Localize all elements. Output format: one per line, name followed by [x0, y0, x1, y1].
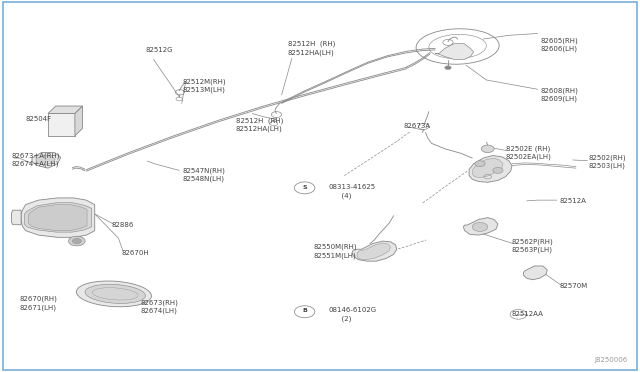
Text: 82502(RH)
82503(LH): 82502(RH) 82503(LH) — [589, 154, 627, 169]
Text: 82547N(RH)
82548N(LH): 82547N(RH) 82548N(LH) — [182, 167, 225, 182]
Circle shape — [475, 161, 485, 167]
Text: 82673+A(RH)
82674+A(LH): 82673+A(RH) 82674+A(LH) — [12, 153, 60, 167]
Text: 82502E (RH)
82502EA(LH): 82502E (RH) 82502EA(LH) — [506, 145, 552, 160]
Polygon shape — [352, 241, 397, 261]
Polygon shape — [524, 266, 547, 280]
Text: 82504F: 82504F — [26, 116, 52, 122]
Polygon shape — [469, 155, 512, 182]
Text: 82512H  (RH)
82512HA(LH): 82512H (RH) 82512HA(LH) — [236, 117, 283, 132]
Text: 82512M(RH)
82513M(LH): 82512M(RH) 82513M(LH) — [182, 78, 226, 93]
Polygon shape — [48, 106, 83, 113]
Text: J8250006: J8250006 — [594, 357, 627, 363]
Text: 82512A: 82512A — [560, 198, 587, 204]
Ellipse shape — [85, 284, 145, 304]
Text: B: B — [302, 308, 307, 314]
Polygon shape — [24, 203, 92, 232]
Circle shape — [72, 238, 81, 244]
Polygon shape — [32, 153, 61, 168]
Circle shape — [68, 236, 85, 246]
Text: 82608(RH)
82609(LH): 82608(RH) 82609(LH) — [541, 87, 579, 102]
Polygon shape — [463, 218, 498, 235]
Polygon shape — [12, 210, 21, 225]
Polygon shape — [357, 243, 390, 260]
Ellipse shape — [76, 281, 152, 307]
Text: 82512AA: 82512AA — [512, 311, 544, 317]
Circle shape — [472, 222, 488, 231]
Circle shape — [481, 145, 494, 153]
Polygon shape — [36, 155, 55, 165]
Text: 82673(RH)
82674(LH): 82673(RH) 82674(LH) — [141, 299, 179, 314]
Bar — [48, 113, 75, 136]
Text: 82605(RH)
82606(LH): 82605(RH) 82606(LH) — [541, 37, 579, 52]
Text: 82886: 82886 — [112, 222, 134, 228]
Text: 82562P(RH)
82563P(LH): 82562P(RH) 82563P(LH) — [512, 238, 554, 253]
Polygon shape — [75, 106, 83, 136]
Text: S: S — [302, 185, 307, 190]
Text: 82550M(RH)
82551M(LH): 82550M(RH) 82551M(LH) — [314, 244, 357, 259]
Text: 82670H: 82670H — [122, 250, 149, 256]
Text: 82673A: 82673A — [403, 124, 430, 129]
Text: 82512G: 82512G — [146, 47, 173, 53]
Text: 08146-6102G
      (2): 08146-6102G (2) — [328, 307, 376, 321]
Circle shape — [445, 66, 451, 70]
Text: 82570M: 82570M — [560, 283, 588, 289]
Text: 82670(RH)
82671(LH): 82670(RH) 82671(LH) — [19, 296, 57, 311]
Circle shape — [493, 167, 503, 173]
Polygon shape — [21, 198, 95, 237]
Text: 82512H  (RH)
82512HA(LH): 82512H (RH) 82512HA(LH) — [288, 41, 335, 56]
Text: 08313-41625
      (4): 08313-41625 (4) — [328, 185, 376, 199]
Polygon shape — [435, 44, 474, 60]
Polygon shape — [472, 158, 503, 178]
Polygon shape — [28, 205, 87, 231]
